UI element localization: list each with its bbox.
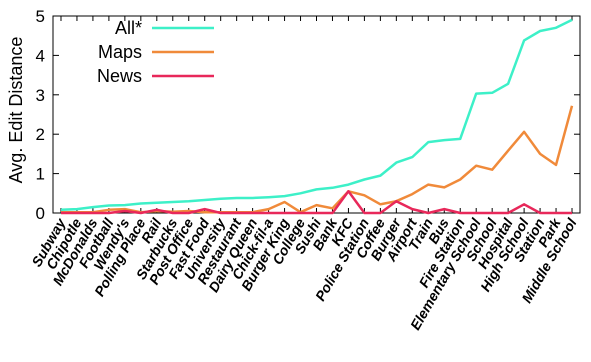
y-tick-label: 5 [36, 7, 45, 26]
series-line-all [60, 18, 573, 212]
legend-label: News [97, 66, 142, 86]
y-tick-label: 1 [36, 165, 45, 184]
y-tick-label: 2 [36, 125, 45, 144]
series-line-maps [61, 105, 574, 214]
y-tick-label: 0 [36, 204, 45, 223]
series-line-news [61, 190, 572, 215]
y-axis-label: Avg. Edit Distance [6, 37, 26, 184]
y-tick-label: 4 [36, 46, 45, 65]
legend-label: Maps [98, 42, 142, 62]
y-tick-label: 3 [36, 86, 45, 105]
series-lines [60, 18, 574, 215]
legend-label: All* [115, 18, 142, 38]
legend: All* Maps News [97, 18, 214, 86]
